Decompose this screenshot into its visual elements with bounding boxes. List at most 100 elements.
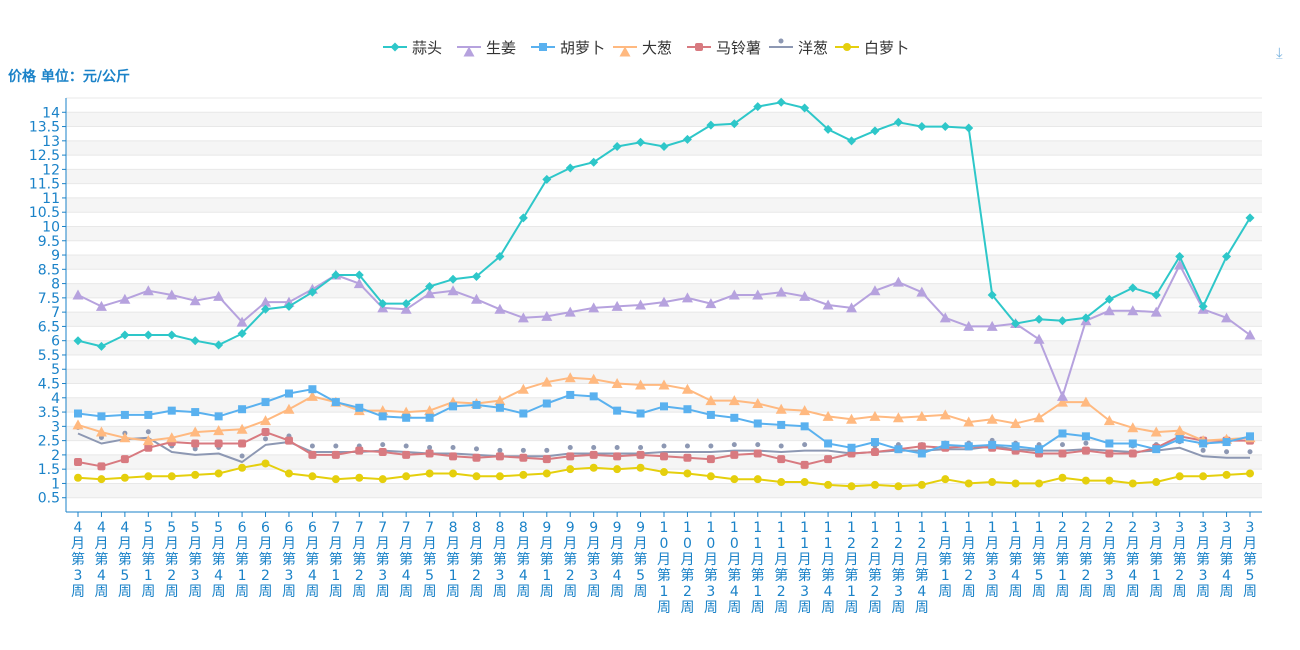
x-tick-label: 1 2 月第 4 周	[915, 520, 929, 616]
grid-band	[66, 369, 1262, 384]
data-point	[846, 413, 858, 424]
data-point	[542, 469, 551, 478]
data-point	[333, 443, 339, 449]
data-point	[730, 450, 739, 459]
data-point	[846, 302, 858, 313]
data-point	[660, 402, 668, 411]
data-point	[753, 419, 762, 428]
data-point	[542, 174, 552, 184]
data-point	[284, 436, 293, 445]
data-point	[824, 480, 833, 489]
data-point	[494, 303, 506, 314]
data-point	[683, 453, 692, 462]
data-point	[1150, 426, 1162, 437]
data-point	[963, 320, 975, 331]
x-tick-label: 1 0 月第 2 周	[680, 520, 694, 616]
data-point	[706, 455, 715, 464]
data-point	[542, 399, 551, 408]
data-point	[400, 303, 412, 314]
data-point	[941, 440, 950, 449]
x-tick-label: 2 月第 4 周	[1126, 520, 1140, 600]
data-point	[917, 449, 926, 458]
data-point	[869, 285, 881, 296]
data-point	[1247, 449, 1253, 455]
data-point	[1175, 251, 1185, 261]
data-point	[659, 142, 669, 152]
data-point	[425, 281, 435, 291]
data-point	[847, 482, 856, 491]
legend-label: 生姜	[486, 39, 516, 57]
legend-item: 胡萝卜	[531, 39, 605, 57]
data-point	[517, 383, 529, 394]
y-tick-label: 6.5	[38, 319, 60, 335]
data-point	[402, 413, 411, 422]
data-point	[425, 449, 434, 458]
x-tick-label: 1 1 月第 1 周	[751, 520, 765, 616]
data-point	[424, 288, 436, 299]
data-point	[728, 395, 740, 406]
data-point	[425, 469, 434, 478]
data-point	[448, 274, 458, 284]
x-tick-label: 1 月第 3 周	[985, 520, 999, 600]
data-point	[519, 470, 528, 479]
series-line	[77, 432, 1250, 463]
data-point	[1011, 442, 1020, 451]
y-tick-label: 8.5	[38, 262, 60, 278]
data-point	[800, 103, 810, 113]
data-point	[472, 400, 481, 409]
data-point	[519, 409, 528, 418]
data-point	[143, 330, 153, 340]
data-point	[119, 432, 131, 443]
legend-label: 马铃薯	[716, 39, 761, 57]
data-point	[1199, 439, 1208, 448]
data-point	[1081, 432, 1090, 441]
data-point	[1057, 316, 1067, 326]
data-point	[1059, 442, 1065, 448]
data-point	[1058, 429, 1067, 438]
data-point	[331, 398, 340, 407]
data-point	[613, 465, 622, 474]
data-point	[987, 290, 997, 300]
data-point	[214, 340, 224, 350]
data-point	[1105, 449, 1114, 458]
x-tick-label: 2 月第 1 周	[1055, 520, 1069, 600]
data-point	[191, 470, 200, 479]
data-point	[775, 286, 787, 297]
data-point	[892, 276, 904, 287]
data-point	[1151, 290, 1161, 300]
data-point	[238, 439, 247, 448]
data-point	[213, 290, 225, 301]
data-point	[1198, 301, 1208, 311]
data-point	[97, 475, 106, 484]
data-point	[261, 304, 271, 314]
data-point	[588, 302, 600, 313]
data-point	[1056, 396, 1068, 407]
data-point	[799, 405, 811, 416]
data-point	[1104, 294, 1114, 304]
data-point	[986, 413, 998, 424]
data-point	[355, 473, 364, 482]
data-point	[636, 450, 645, 459]
data-point	[144, 410, 153, 419]
data-point	[681, 383, 693, 394]
data-point	[447, 285, 459, 296]
data-point	[331, 475, 340, 484]
data-point	[613, 452, 622, 461]
grid-band	[66, 197, 1262, 213]
data-point	[473, 446, 479, 452]
x-tick-label: 1 0 月第 4 周	[727, 520, 741, 616]
download-icon[interactable]: ⤓	[1276, 44, 1283, 62]
data-point	[263, 436, 269, 442]
data-point	[870, 438, 879, 447]
grid-band	[66, 483, 1262, 498]
data-point	[729, 119, 739, 129]
data-point	[964, 479, 973, 488]
x-tick-label: 6 月第 4 周	[305, 520, 319, 600]
data-point	[120, 330, 130, 340]
data-point	[1081, 446, 1090, 455]
data-point	[355, 446, 364, 455]
data-point	[660, 452, 668, 461]
data-point	[214, 439, 223, 448]
y-tick-label: 14	[42, 105, 60, 121]
data-point	[308, 472, 317, 481]
